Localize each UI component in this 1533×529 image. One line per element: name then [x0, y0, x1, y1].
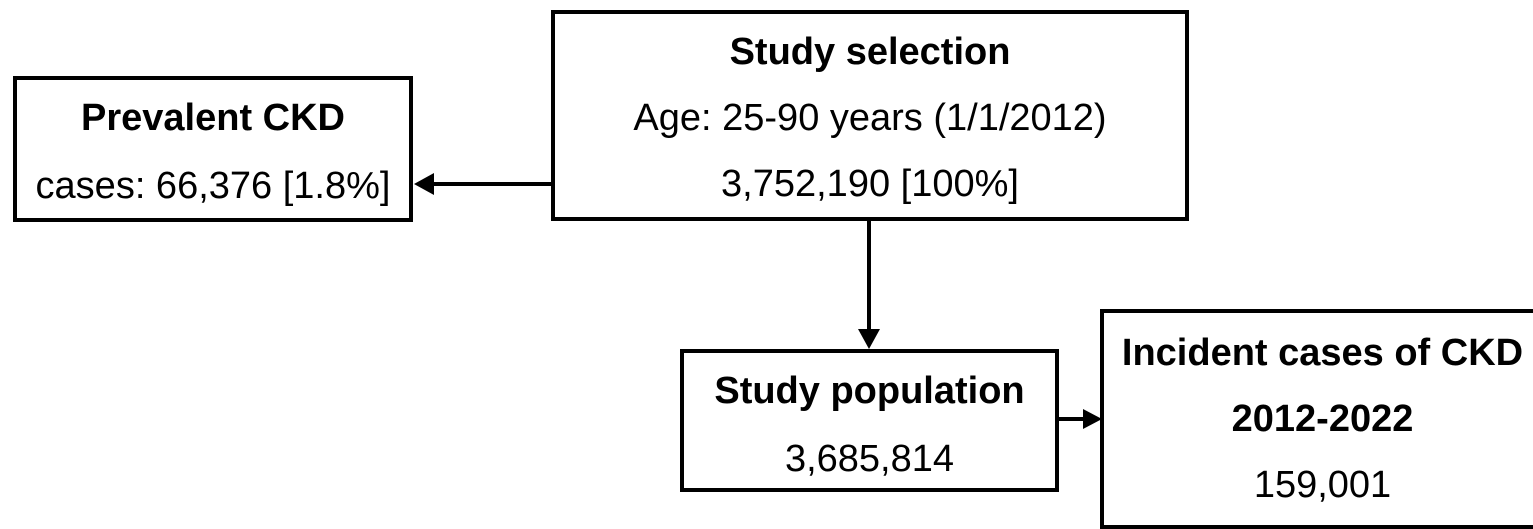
prevalent-ckd-box: Prevalent CKD cases: 66,376 [1.8%] — [13, 76, 413, 222]
prevalent-ckd-cases: cases: 66,376 [1.8%] — [35, 165, 391, 207]
study-selection-title: Study selection — [729, 31, 1011, 73]
prevalent-ckd-title: Prevalent CKD — [81, 97, 345, 139]
arrowhead-down-icon — [858, 329, 880, 349]
study-population-count: 3,685,814 — [784, 438, 955, 480]
incident-ckd-title: Incident cases of CKD — [1121, 332, 1524, 374]
study-selection-box: Study selection Age: 25-90 years (1/1/20… — [551, 10, 1189, 221]
arrowhead-left-icon — [414, 173, 434, 195]
incident-ckd-box: Incident cases of CKD 2012-2022 159,001 — [1100, 309, 1533, 529]
study-selection-age: Age: 25-90 years (1/1/2012) — [633, 97, 1107, 139]
arrowhead-right-icon — [1083, 409, 1102, 429]
study-selection-count: 3,752,190 [100%] — [721, 163, 1019, 205]
incident-ckd-period: 2012-2022 — [1231, 398, 1414, 440]
incident-ckd-count: 159,001 — [1253, 464, 1392, 506]
study-population-box: Study population 3,685,814 — [680, 349, 1059, 492]
connector-arrows — [414, 173, 1102, 429]
study-population-title: Study population — [714, 370, 1025, 412]
